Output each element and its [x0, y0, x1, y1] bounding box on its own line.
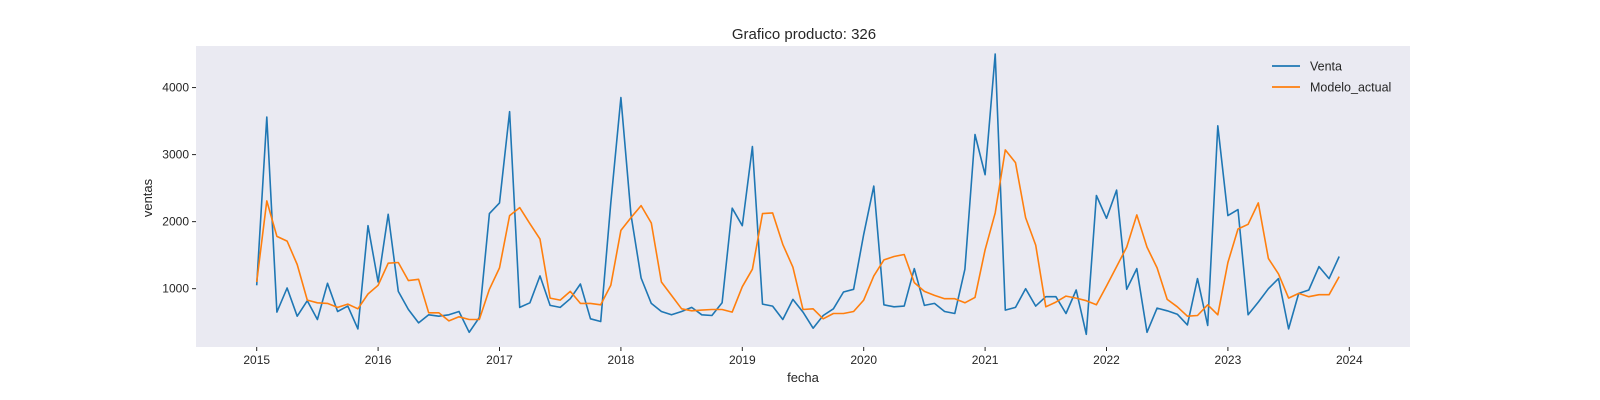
y-axis-ticks: 1000 2000 3000 4000 — [162, 81, 196, 296]
x-tick-label: 2021 — [972, 353, 999, 367]
legend: Venta Modelo_actual — [1272, 60, 1391, 95]
series-line-venta — [255, 53, 1340, 336]
plot-area — [196, 46, 1410, 347]
legend-label-venta: Venta — [1310, 60, 1342, 74]
y-tick-label: 2000 — [162, 215, 189, 229]
y-tick-label: 1000 — [162, 282, 189, 296]
x-tick-label: 2015 — [243, 353, 270, 367]
x-tick-label: 2024 — [1336, 353, 1363, 367]
x-tick-label: 2019 — [729, 353, 756, 367]
y-tick-label: 3000 — [162, 148, 189, 162]
x-tick-label: 2017 — [486, 353, 513, 367]
y-axis-label: ventas — [140, 178, 155, 217]
series-layer — [255, 53, 1340, 336]
series-line-modelo-actual — [255, 149, 1340, 322]
x-tick-label: 2018 — [608, 353, 635, 367]
x-tick-label: 2022 — [1093, 353, 1120, 367]
x-tick-label: 2020 — [850, 353, 877, 367]
x-axis-label: fecha — [787, 370, 820, 385]
y-tick-label: 4000 — [162, 81, 189, 95]
legend-label-modelo-actual: Modelo_actual — [1310, 81, 1391, 95]
x-tick-label: 2016 — [365, 353, 392, 367]
x-axis-ticks: 2015 2016 2017 2018 2019 2020 2021 2022 2023 2024 — [243, 347, 1363, 367]
x-tick-label: 2023 — [1215, 353, 1242, 367]
chart-title: Grafico producto: 326 — [732, 26, 876, 43]
